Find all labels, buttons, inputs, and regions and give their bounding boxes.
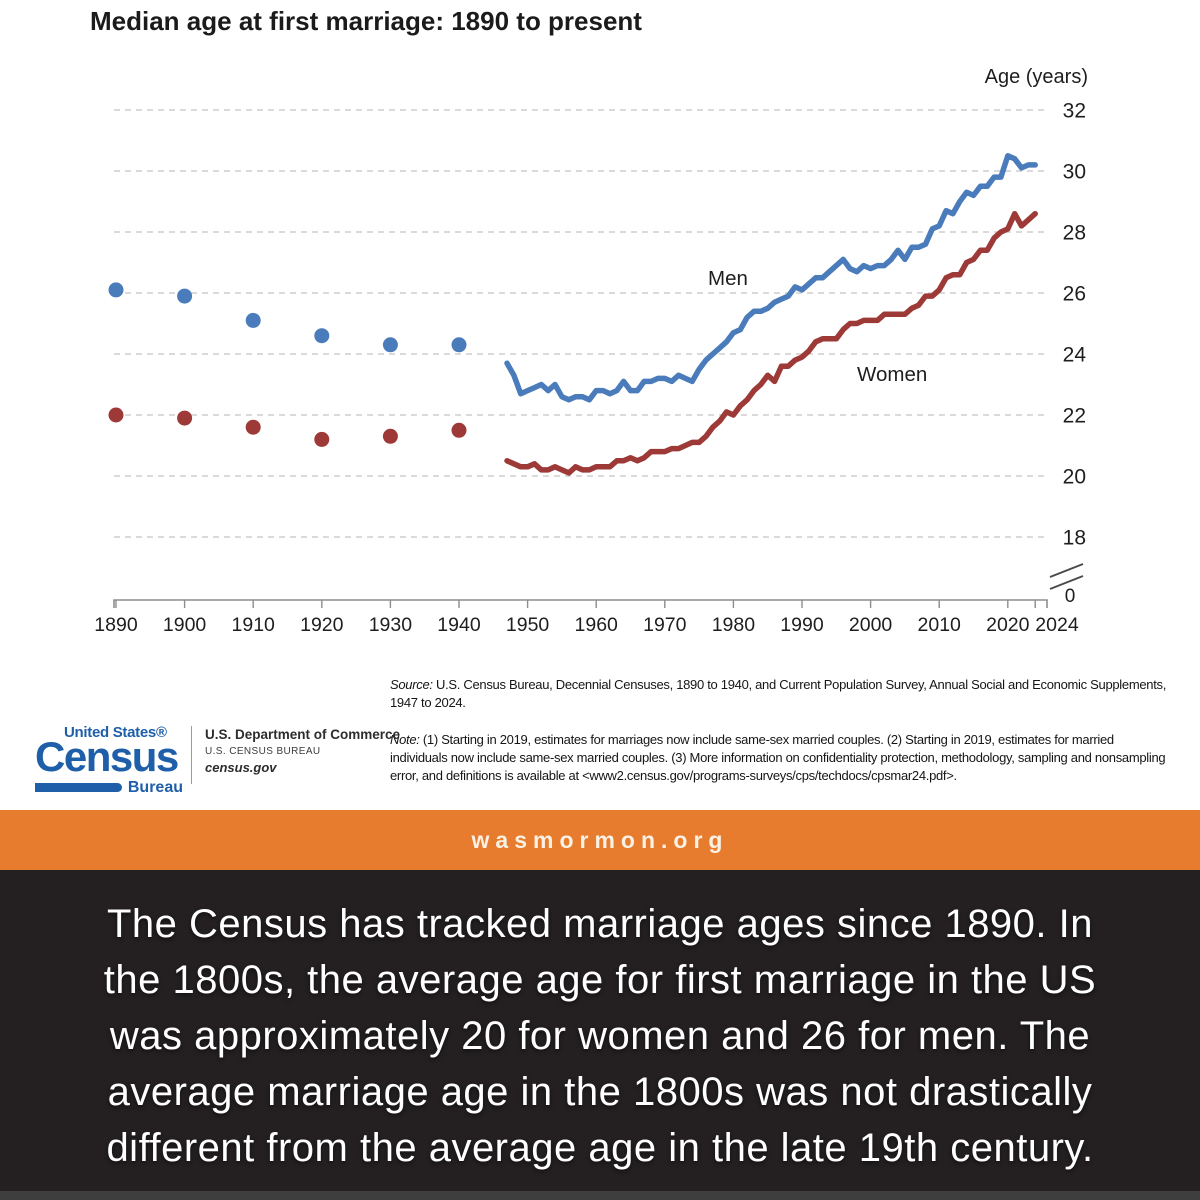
y-tick-label-18: 18 (1063, 527, 1086, 550)
y-tick-label-22: 22 (1063, 405, 1086, 428)
women-decennial-dot (451, 422, 467, 438)
x-tick-label-1980: 1980 (712, 614, 756, 636)
x-tick-label-2000: 2000 (849, 614, 893, 636)
wasmormon-url: wasmormon.org (471, 826, 729, 853)
source-text: U.S. Census Bureau, Decennial Censuses, … (390, 677, 1167, 711)
caption-text: The Census has tracked marriage ages sin… (0, 870, 1200, 1176)
logo-census-text: Census (35, 733, 179, 780)
x-tick-label-1930: 1930 (369, 614, 413, 636)
census-bureau-logo: United States® Census Bureau U.S. Depart… (35, 724, 400, 797)
note-label: Note: (390, 732, 420, 747)
bottom-strip (0, 1191, 1200, 1200)
source-label: Source: (390, 677, 433, 692)
caption-line-1: The Census has tracked marriage ages sin… (106, 902, 1094, 946)
x-axis-line (113, 599, 1048, 608)
logo-department-text: U.S. Department of Commerce (205, 727, 401, 742)
logo-bar (35, 783, 122, 793)
x-tick-label-1990: 1990 (780, 614, 824, 636)
men-line (504, 153, 1038, 403)
men-series-label: Men (708, 267, 748, 290)
men-decennial-dot (177, 288, 193, 304)
source-note: Source: U.S. Census Bureau, Decennial Ce… (390, 676, 1172, 712)
men-decennial-dot (108, 282, 124, 298)
x-tick-label-1920: 1920 (300, 614, 344, 636)
men-decennial-dot (451, 337, 467, 353)
women-decennial-dot (108, 407, 124, 423)
y-tick-label-20: 20 (1063, 466, 1086, 489)
logo-divider (191, 726, 192, 784)
y-tick-label-30: 30 (1063, 161, 1086, 184)
median-age-chart: 32 30 28 26 24 22 20 18 Age (years) 1890 1900 1910 1… (94, 66, 1088, 636)
axis-break-icon (1049, 575, 1084, 590)
x-tick-label-2020: 2020 (986, 614, 1030, 636)
caption-section: The Census has tracked marriage ages sin… (0, 870, 1200, 1200)
x-tick-label-2024: 2024 (1035, 614, 1079, 636)
x-tick-label-1940: 1940 (437, 614, 481, 636)
caption-line-5: different from the average age in the la… (106, 1126, 1094, 1170)
logo-agency-block: U.S. Department of Commerce U.S. CENSUS … (205, 724, 400, 775)
x-tick-label-1890: 1890 (94, 614, 138, 636)
logo-bureau-text: Bureau (127, 778, 183, 796)
men-decennial-dot (245, 312, 261, 328)
wasmormon-banner: wasmormon.org (0, 810, 1200, 870)
y-tick-label-24: 24 (1063, 344, 1087, 367)
axis-break-icon (1049, 563, 1084, 578)
logo-bureau-caps-text: U.S. CENSUS BUREAU (205, 746, 321, 757)
chart-title: Median age at first marriage: 1890 to pr… (90, 6, 642, 36)
x-tick-label-2010: 2010 (918, 614, 962, 636)
caption-line-2: the 1800s, the average age for first mar… (103, 958, 1097, 1002)
x-tick-label-1960: 1960 (575, 614, 619, 636)
women-decennial-dot (245, 419, 261, 435)
x-tick-label-1910: 1910 (232, 614, 276, 636)
y-tick-label-32: 32 (1063, 100, 1086, 123)
women-decennial-dot (382, 428, 398, 444)
men-decennial-dot (382, 337, 398, 353)
caption-line-3: was approximately 20 for women and 26 fo… (109, 1014, 1091, 1058)
x-tick-label-1970: 1970 (643, 614, 687, 636)
note: Note: (1) Starting in 2019, estimates fo… (390, 731, 1172, 786)
logo-site-text: census.gov (205, 760, 277, 775)
x-tick-label-1900: 1900 (163, 614, 207, 636)
men-decennial-dot (314, 328, 330, 344)
women-decennial-dot (314, 431, 330, 447)
census-logo-mark: United States® Census Bureau (35, 724, 183, 797)
y-zero-label: 0 (1065, 586, 1076, 607)
y-tick-label-26: 26 (1063, 283, 1086, 306)
y-tick-label-28: 28 (1063, 222, 1086, 245)
logo-bar-row: Bureau (35, 779, 183, 797)
logo-united-states-text: United States® (64, 724, 167, 741)
x-tick-label-1950: 1950 (506, 614, 550, 636)
caption-line-4: average marriage age in the 1800s was no… (107, 1070, 1093, 1114)
women-decennial-dot (177, 410, 193, 426)
y-axis-title: Age (years) (985, 66, 1088, 88)
women-series-label: Women (857, 363, 927, 386)
note-text: (1) Starting in 2019, estimates for marr… (390, 732, 1166, 784)
chart-section: Median age at first marriage: 1890 to pr… (35, 6, 1172, 797)
women-line (504, 210, 1038, 476)
